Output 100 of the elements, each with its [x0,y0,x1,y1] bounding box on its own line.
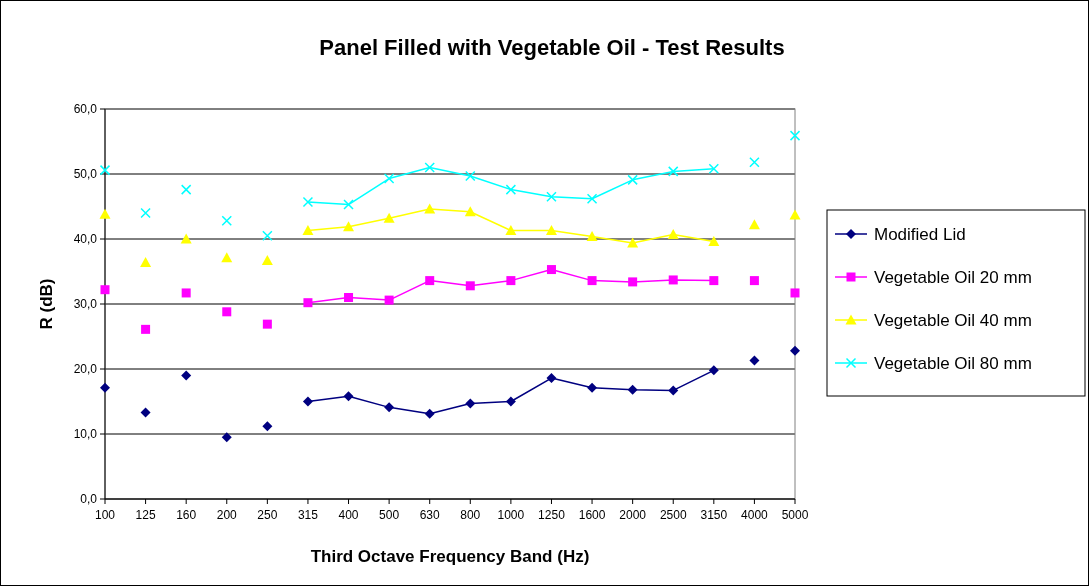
point [505,225,517,236]
point [140,407,151,418]
point [180,233,192,244]
x-tick-label: 1250 [538,508,566,522]
x-tick-label: 315 [297,508,319,522]
point [384,295,394,305]
point [627,237,639,248]
point [262,319,272,329]
point [790,288,800,298]
y-tick-label: 60,0 [73,102,98,117]
point [749,276,759,286]
point [627,174,638,186]
y-tick-label: 50,0 [73,167,98,182]
point [302,396,313,407]
x-tick-label: 400 [338,508,359,522]
point [465,281,475,291]
point [262,421,273,432]
point [465,398,476,409]
point [465,170,476,182]
point [424,203,436,214]
point [546,373,557,384]
point [749,157,760,168]
point [748,219,760,230]
x-tick-label: 500 [379,508,400,522]
point [100,285,110,295]
x-tick-label: 200 [216,508,238,522]
point [140,207,151,219]
point [628,277,638,287]
point [505,184,517,195]
point [546,265,556,275]
x-tick-label: 2500 [659,508,687,522]
point [506,276,516,286]
legend-label: Modified Lid [874,224,966,244]
point [708,236,720,247]
point [789,209,801,220]
legend-label: Vegetable Oil 20 mm [874,267,1032,287]
y-tick-label: 40,0 [73,232,98,247]
point [384,402,395,413]
point [586,230,598,241]
point [181,288,191,298]
point [749,355,760,366]
point [667,166,679,177]
point [424,162,435,173]
x-tick-label: 800 [460,508,481,522]
point [261,254,273,265]
chart-title: Panel Filled with Vegetable Oil - Test Results [319,35,785,60]
point [99,164,111,176]
point [343,221,355,232]
point [709,276,719,286]
point [383,212,395,223]
point [221,215,233,227]
x-tick-label: 125 [135,508,156,522]
x-tick-label: 630 [419,508,441,522]
point [99,208,111,219]
point [181,370,192,381]
point [383,173,395,184]
point [587,382,598,393]
point [180,184,192,195]
legend-label: Vegetable Oil 40 mm [874,310,1032,330]
x-tick-label: 100 [94,508,116,522]
point [668,385,679,396]
point [344,293,354,302]
point [140,256,152,267]
point [141,324,151,334]
point [789,130,801,141]
x-tick-label: 1000 [497,508,525,522]
point [545,225,557,236]
x-tick-label: 5000 [781,508,809,522]
point [708,365,719,376]
point [790,345,800,356]
legend-label: Vegetable Oil 80 mm [874,353,1032,373]
y-axis-title: R (dB) [37,278,56,330]
point [343,199,354,210]
point [667,228,679,239]
x-tick-label: 160 [176,508,197,522]
point [424,408,435,419]
point [627,384,638,395]
y-tick-label: 10,0 [73,427,98,442]
point [302,225,314,236]
y-tick-label: 0,0 [80,492,98,507]
point [586,193,598,204]
point [222,307,232,317]
x-tick-label: 3150 [700,508,728,522]
y-tick-label: 30,0 [73,297,98,312]
point [221,252,233,263]
point [425,276,435,286]
x-axis-title: Third Octave Frequency Band (Hz) [310,547,590,566]
point [100,382,110,393]
point [464,206,476,217]
x-tick-label: 4000 [741,508,769,522]
x-tick-label: 2000 [619,508,647,522]
point [546,191,557,202]
x-tick-label: 1600 [578,508,606,522]
point [587,276,597,286]
point [668,275,678,285]
x-tick-label: 250 [257,508,278,522]
point [221,432,232,443]
point [302,196,314,208]
point [708,163,720,175]
point [505,396,516,407]
